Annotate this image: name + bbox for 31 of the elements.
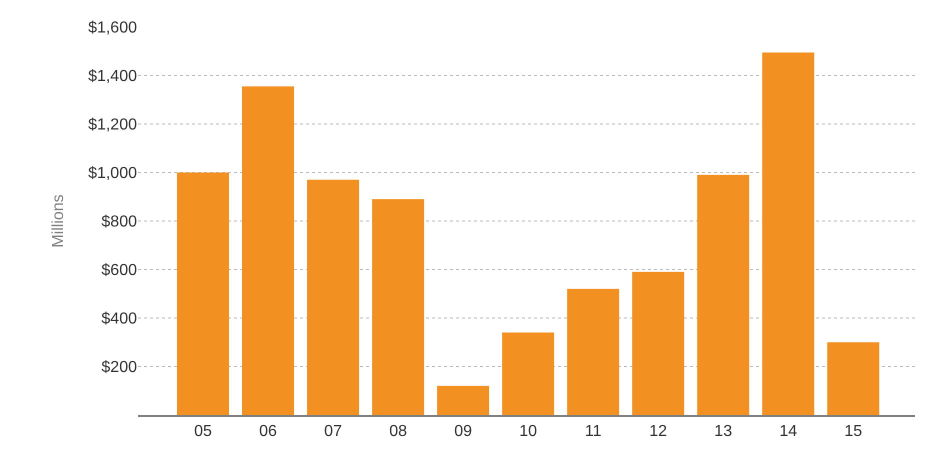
bar (762, 52, 814, 415)
bar (502, 332, 554, 415)
bar (827, 342, 880, 415)
bar (177, 172, 230, 415)
bar (632, 272, 684, 415)
y-tick-label: $1,200 (88, 116, 138, 134)
x-tick-label: 12 (649, 423, 668, 440)
x-tick-label: 08 (389, 423, 408, 440)
y-tick-label: $1,600 (88, 20, 138, 37)
bar (242, 86, 294, 415)
x-tick-label: 13 (714, 423, 732, 440)
y-tick-label: $600 (101, 262, 138, 280)
x-tick-label: 14 (779, 423, 798, 440)
bar (307, 180, 360, 415)
x-tick-label: 11 (584, 423, 602, 440)
x-tick-label: 10 (519, 423, 538, 440)
x-tick-label: 06 (259, 423, 278, 440)
x-tick-label: 09 (454, 423, 472, 440)
bar (372, 199, 424, 415)
bar (697, 174, 750, 415)
y-tick-label: $1,000 (88, 165, 138, 182)
x-tick-label: 05 (194, 423, 212, 440)
y-tick-label: $1,400 (88, 68, 138, 86)
y-tick-label: $200 (101, 359, 138, 376)
x-tick-label: 07 (324, 423, 342, 440)
y-axis-title: Millions (50, 194, 67, 248)
x-tick-label: 15 (844, 423, 862, 440)
bar (567, 288, 620, 415)
y-tick-label: $400 (101, 310, 138, 328)
y-tick-label: $800 (101, 214, 138, 231)
bar (437, 386, 490, 415)
